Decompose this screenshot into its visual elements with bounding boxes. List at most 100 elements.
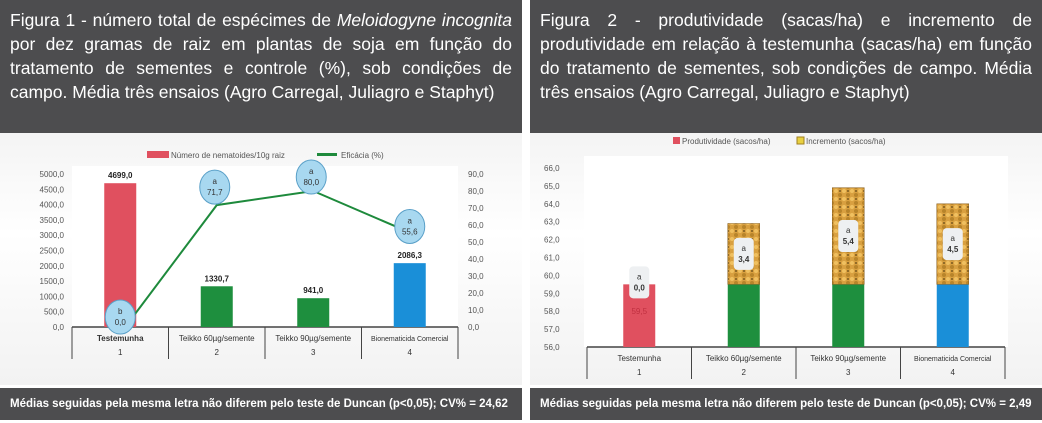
efficacy-value: 80,0 bbox=[303, 178, 319, 187]
y-left-tick: 1500,0 bbox=[40, 277, 65, 286]
base-value-label: 59,5 bbox=[631, 307, 647, 316]
y-tick: 59,0 bbox=[544, 289, 560, 298]
chart-2: Produtividade (sacos/ha) Incremento (saco… bbox=[544, 136, 1008, 379]
bar-value-label: 4699,0 bbox=[108, 171, 133, 180]
productivity-bar bbox=[936, 284, 969, 347]
figure-1-footer: Médias seguidas pela mesma letra não dif… bbox=[0, 388, 522, 420]
efficacy-line bbox=[124, 189, 411, 328]
category-label: Testemunha bbox=[617, 354, 661, 363]
y-left-tick: 5000,0 bbox=[40, 170, 65, 179]
bar-value-label: 1330,7 bbox=[205, 274, 230, 283]
y-right-tick: 90,0 bbox=[468, 170, 484, 179]
productivity-bar bbox=[832, 284, 865, 347]
category-label: Bionematicida Comercial bbox=[371, 336, 449, 343]
efficacy-letter: a bbox=[408, 216, 413, 225]
efficacy-marker bbox=[199, 169, 231, 205]
efficacy-marker bbox=[104, 299, 136, 335]
y-right-tick: 60,0 bbox=[468, 221, 484, 230]
category-number: 3 bbox=[846, 368, 851, 377]
y-tick: 61,0 bbox=[544, 254, 560, 263]
category-label: Teikko 90µg/semente bbox=[275, 334, 351, 343]
figure-2-title: Figura 2 - produtividade (sacas/ha) e in… bbox=[530, 0, 1042, 133]
efficacy-value: 55,6 bbox=[402, 227, 418, 236]
increment-value: 4,5 bbox=[947, 245, 959, 254]
y-right-tick: 20,0 bbox=[468, 289, 484, 298]
category-number: 1 bbox=[637, 368, 642, 377]
increment-letter: a bbox=[951, 234, 956, 243]
efficacy-letter: b bbox=[118, 307, 123, 316]
legend-swatch-productivity bbox=[673, 137, 680, 144]
y-left-tick: 3500,0 bbox=[40, 216, 65, 225]
y-left-tick: 2500,0 bbox=[40, 247, 65, 256]
category-number: 4 bbox=[951, 368, 956, 377]
y-tick: 62,0 bbox=[544, 236, 560, 245]
y-right-tick: 0,0 bbox=[468, 323, 480, 332]
increment-value: 5,4 bbox=[843, 237, 855, 246]
figure-1-panel: Figura 1 - número total de espécimes de … bbox=[0, 0, 522, 420]
increment-value: 3,4 bbox=[738, 255, 750, 264]
increment-letter: a bbox=[637, 272, 642, 281]
category-number: 4 bbox=[408, 348, 413, 357]
productivity-bar bbox=[727, 284, 760, 347]
increment-label-box bbox=[838, 220, 859, 253]
y-left-tick: 500,0 bbox=[44, 308, 65, 317]
y-right-tick: 70,0 bbox=[468, 204, 484, 213]
increment-letter: a bbox=[742, 244, 747, 253]
y-tick: 64,0 bbox=[544, 200, 560, 209]
increment-value: 0,0 bbox=[634, 283, 646, 292]
category-label: Bionematicida Comercial bbox=[914, 356, 992, 363]
y-right-tick: 50,0 bbox=[468, 238, 484, 247]
chart-1: Número de nematoides/10g raiz Eficácia (%… bbox=[40, 151, 484, 359]
figure-1-title: Figura 1 - número total de espécimes de … bbox=[0, 0, 522, 133]
category-label: Teikko 60µg/semente bbox=[179, 334, 255, 343]
bar bbox=[393, 263, 426, 327]
efficacy-letter: a bbox=[213, 177, 218, 186]
efficacy-marker bbox=[295, 159, 327, 195]
increment-label-box bbox=[942, 228, 963, 261]
bar bbox=[200, 286, 233, 327]
legend-label-increment: Incremento (sacos/ha) bbox=[806, 137, 886, 146]
category-number: 2 bbox=[215, 348, 220, 357]
y-right-tick: 40,0 bbox=[468, 255, 484, 264]
efficacy-value: 0,0 bbox=[115, 318, 127, 327]
category-label: Teikko 90µg/semente bbox=[810, 354, 886, 363]
increment-letter: a bbox=[846, 226, 851, 235]
category-number: 2 bbox=[742, 368, 747, 377]
y-tick: 58,0 bbox=[544, 307, 560, 316]
increment-label-box bbox=[629, 266, 650, 299]
efficacy-letter: a bbox=[309, 167, 314, 176]
legend-label-bars: Número de nematoides/10g raiz bbox=[171, 151, 285, 160]
y-left-tick: 4000,0 bbox=[40, 201, 65, 210]
bar-value-label: 941,0 bbox=[303, 286, 324, 295]
category-label: Testemunha bbox=[97, 334, 144, 343]
y-tick: 65,0 bbox=[544, 182, 560, 191]
y-tick: 56,0 bbox=[544, 343, 560, 352]
y-left-tick: 3000,0 bbox=[40, 231, 65, 240]
y-left-tick: 0,0 bbox=[53, 323, 65, 332]
bar bbox=[297, 298, 330, 327]
legend-swatch-increment bbox=[796, 136, 805, 145]
category-label: Teikko 60µg/semente bbox=[706, 354, 782, 363]
legend-label-line: Eficácia (%) bbox=[341, 151, 384, 160]
efficacy-marker bbox=[394, 208, 426, 244]
y-tick: 66,0 bbox=[544, 164, 560, 173]
bar-value-label: 2086,3 bbox=[398, 251, 423, 260]
figure-2-footer: Médias seguidas pela mesma letra não dif… bbox=[530, 388, 1042, 420]
y-tick: 57,0 bbox=[544, 325, 560, 334]
category-number: 1 bbox=[118, 348, 123, 357]
y-right-tick: 80,0 bbox=[468, 187, 484, 196]
y-tick: 60,0 bbox=[544, 271, 560, 280]
legend-swatch-line bbox=[317, 153, 337, 156]
legend-label-productivity: Produtividade (sacos/ha) bbox=[682, 137, 771, 146]
y-left-tick: 2000,0 bbox=[40, 262, 65, 271]
y-left-tick: 1000,0 bbox=[40, 292, 65, 301]
y-right-tick: 10,0 bbox=[468, 306, 484, 315]
legend-swatch-bars bbox=[147, 151, 169, 158]
category-number: 3 bbox=[311, 348, 316, 357]
y-left-tick: 4500,0 bbox=[40, 185, 65, 194]
figure-2-panel: Figura 2 - produtividade (sacas/ha) e in… bbox=[530, 0, 1042, 423]
y-tick: 63,0 bbox=[544, 218, 560, 227]
increment-label-box bbox=[733, 237, 754, 270]
plot-area bbox=[72, 166, 458, 327]
efficacy-value: 71,7 bbox=[207, 188, 223, 197]
